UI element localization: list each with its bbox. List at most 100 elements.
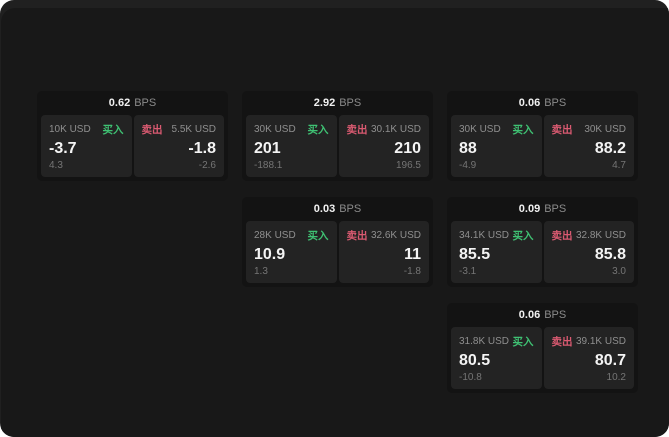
buy-amount: 30K USD (254, 124, 296, 135)
panels-row: 10K USD 买入 -3.7 4.3 卖出 5.5K USD -1.8 -2.… (37, 115, 228, 181)
buy-label: 买入 (102, 124, 124, 136)
sell-amount: 30K USD (584, 124, 626, 135)
buy-panel-header: 30K USD 买入 (254, 122, 329, 137)
sell-panel[interactable]: 卖出 32.8K USD 85.8 3.0 (543, 221, 634, 283)
buy-price: 201 (254, 139, 281, 157)
bps-unit-label: BPS (544, 203, 567, 215)
sell-panel-header: 卖出 5.5K USD (142, 122, 217, 137)
sell-sub-value: 4.7 (612, 160, 626, 171)
bps-unit-label: BPS (134, 97, 157, 109)
buy-sub-value: -4.9 (459, 160, 477, 171)
sell-amount: 39.1K USD (575, 336, 626, 347)
sell-label: 卖出 (346, 124, 368, 136)
panels-row: 30K USD 买入 88 -4.9 卖出 30K USD 88.2 4.7 (447, 115, 638, 181)
buy-panel[interactable]: 28K USD 买入 10.9 1.3 (246, 221, 337, 283)
sell-panel[interactable]: 卖出 30.1K USD 210 196.5 (338, 115, 429, 177)
bps-value: 0.62 (108, 97, 131, 109)
buy-sub-value: -10.8 (459, 372, 482, 383)
buy-sub-value: 1.3 (254, 266, 268, 277)
card-header: 0.06 BPS (447, 91, 638, 115)
sell-sub-value: -2.6 (198, 160, 216, 171)
sell-amount: 30.1K USD (370, 124, 421, 135)
bps-unit-label: BPS (339, 203, 362, 215)
sell-price: 85.8 (594, 245, 626, 263)
sell-panel-header: 卖出 39.1K USD (552, 334, 627, 349)
quote-card: 0.03 BPS 28K USD 买入 10.9 1.3 卖出 32.6K US… (242, 197, 433, 287)
sell-panel-header: 卖出 32.8K USD (552, 228, 627, 243)
bps-value: 0.09 (518, 203, 541, 215)
card-header: 0.62 BPS (37, 91, 228, 115)
buy-price: 80.5 (459, 351, 491, 369)
buy-panel-header: 30K USD 买入 (459, 122, 534, 137)
buy-sub-value: -188.1 (254, 160, 283, 171)
quote-card: 0.62 BPS 10K USD 买入 -3.7 4.3 卖出 5.5K USD… (37, 91, 228, 181)
buy-price: -3.7 (49, 139, 77, 157)
app-window: 0.62 BPS 10K USD 买入 -3.7 4.3 卖出 5.5K USD… (1, 8, 669, 437)
buy-label: 买入 (512, 336, 534, 348)
buy-label: 买入 (512, 124, 534, 136)
bps-value: 0.06 (518, 97, 541, 109)
buy-price: 85.5 (459, 245, 491, 263)
buy-panel[interactable]: 34.1K USD 买入 85.5 -3.1 (451, 221, 542, 283)
card-header: 0.09 BPS (447, 197, 638, 221)
panels-row: 28K USD 买入 10.9 1.3 卖出 32.6K USD 11 -1.8 (242, 221, 433, 287)
card-header: 0.06 BPS (447, 303, 638, 327)
sell-amount: 32.8K USD (575, 230, 626, 241)
buy-panel[interactable]: 30K USD 买入 201 -188.1 (246, 115, 337, 177)
sell-label: 卖出 (551, 336, 573, 348)
sell-panel[interactable]: 卖出 5.5K USD -1.8 -2.6 (133, 115, 224, 177)
sell-price: 11 (404, 245, 421, 263)
sell-panel-header: 卖出 30K USD (552, 122, 627, 137)
buy-panel-header: 34.1K USD 买入 (459, 228, 534, 243)
buy-amount: 31.8K USD (459, 336, 510, 347)
bps-unit-label: BPS (544, 309, 567, 321)
buy-amount: 34.1K USD (459, 230, 510, 241)
buy-sub-value: 4.3 (49, 160, 63, 171)
quote-card: 2.92 BPS 30K USD 买入 201 -188.1 卖出 30.1K … (242, 91, 433, 181)
buy-panel[interactable]: 31.8K USD 买入 80.5 -10.8 (451, 327, 542, 389)
sell-sub-value: 196.5 (395, 160, 421, 171)
buy-amount: 10K USD (49, 124, 91, 135)
buy-panel-header: 10K USD 买入 (49, 122, 124, 137)
quote-card: 0.09 BPS 34.1K USD 买入 85.5 -3.1 卖出 32.8K… (447, 197, 638, 287)
buy-sub-value: -3.1 (459, 266, 477, 277)
quote-card: 0.06 BPS 31.8K USD 买入 80.5 -10.8 卖出 39.1… (447, 303, 638, 393)
buy-amount: 30K USD (459, 124, 501, 135)
bps-unit-label: BPS (339, 97, 362, 109)
sell-price: -1.8 (188, 139, 216, 157)
panels-row: 31.8K USD 买入 80.5 -10.8 卖出 39.1K USD 80.… (447, 327, 638, 393)
sell-label: 卖出 (551, 124, 573, 136)
quote-card: 0.06 BPS 30K USD 买入 88 -4.9 卖出 30K USD 8… (447, 91, 638, 181)
sell-sub-value: -1.8 (403, 266, 421, 277)
bps-value: 0.03 (313, 203, 336, 215)
sell-price: 88.2 (594, 139, 626, 157)
sell-panel[interactable]: 卖出 39.1K USD 80.7 10.2 (543, 327, 634, 389)
sell-sub-value: 3.0 (612, 266, 626, 277)
buy-label: 买入 (307, 124, 329, 136)
sell-panel[interactable]: 卖出 32.6K USD 11 -1.8 (338, 221, 429, 283)
buy-amount: 28K USD (254, 230, 296, 241)
sell-price: 80.7 (594, 351, 626, 369)
buy-price: 88 (459, 139, 477, 157)
buy-panel[interactable]: 10K USD 买入 -3.7 4.3 (41, 115, 132, 177)
card-header: 0.03 BPS (242, 197, 433, 221)
sell-panel[interactable]: 卖出 30K USD 88.2 4.7 (543, 115, 634, 177)
buy-panel-header: 28K USD 买入 (254, 228, 329, 243)
sell-label: 卖出 (141, 124, 163, 136)
sell-amount: 5.5K USD (171, 124, 216, 135)
sell-panel-header: 卖出 32.6K USD (347, 228, 422, 243)
sell-label: 卖出 (346, 230, 368, 242)
sell-label: 卖出 (551, 230, 573, 242)
panels-row: 34.1K USD 买入 85.5 -3.1 卖出 32.8K USD 85.8… (447, 221, 638, 287)
bps-value: 0.06 (518, 309, 541, 321)
bps-value: 2.92 (313, 97, 336, 109)
sell-sub-value: 10.2 (606, 372, 626, 383)
buy-panel[interactable]: 30K USD 买入 88 -4.9 (451, 115, 542, 177)
sell-amount: 32.6K USD (370, 230, 421, 241)
card-header: 2.92 BPS (242, 91, 433, 115)
buy-label: 买入 (512, 230, 534, 242)
sell-price: 210 (394, 139, 421, 157)
buy-panel-header: 31.8K USD 买入 (459, 334, 534, 349)
buy-label: 买入 (307, 230, 329, 242)
